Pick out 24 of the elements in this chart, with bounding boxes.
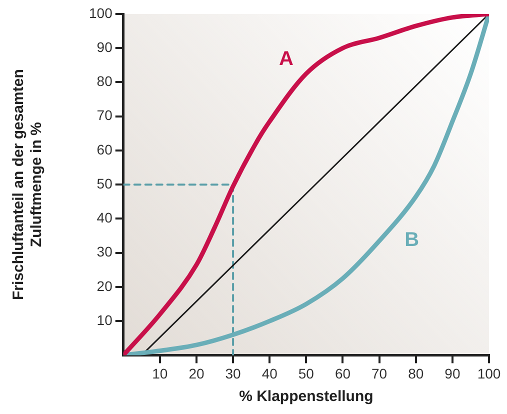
y-tick-label: 100: [89, 4, 113, 21]
x-tick-label: 30: [225, 365, 242, 382]
y-tick-label: 70: [96, 107, 113, 124]
y-tick-label: 60: [96, 141, 113, 158]
y-tick-label: 40: [96, 210, 113, 226]
x-tick-label: 90: [444, 365, 460, 382]
x-tick-label: 10: [152, 365, 168, 382]
series-label: B: [404, 229, 420, 252]
x-tick-label: 50: [298, 365, 314, 382]
y-tick-label: 20: [96, 278, 113, 294]
x-tick-label: 80: [408, 365, 424, 382]
x-tick-label: 60: [334, 365, 351, 382]
y-tick-label: 30: [96, 244, 113, 260]
y-tick-label: 10: [96, 312, 113, 328]
series-label: A: [278, 48, 294, 70]
y-axis-title: Frischluftanteil an der gesamten Zuluftmenge in %: [10, 69, 46, 300]
y-tick-label: 90: [96, 38, 113, 55]
x-tick-label: 70: [372, 365, 388, 382]
x-axis-title: % Klappenstellung: [239, 388, 374, 406]
x-tick-label: 20: [188, 365, 204, 382]
y-tick-label: 80: [96, 73, 113, 90]
x-tick-label: 40: [262, 365, 278, 382]
x-tick-label: 100: [477, 365, 501, 382]
y-tick-label: 50: [96, 175, 113, 192]
